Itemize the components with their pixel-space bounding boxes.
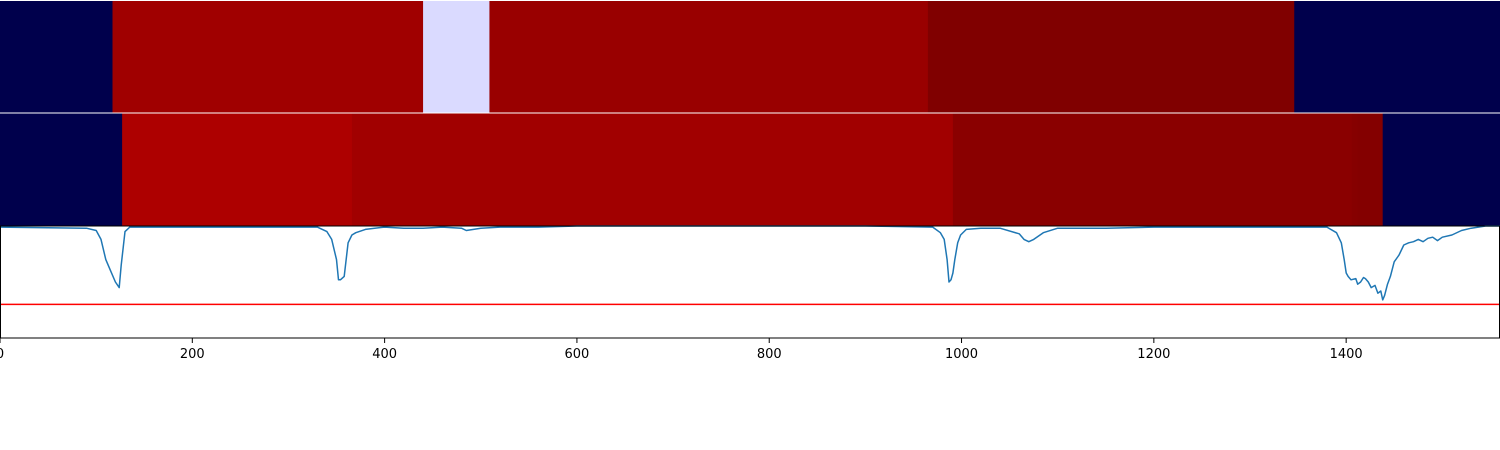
line-plot-panel [0,225,1500,339]
heatmap-2-segment-5 [1351,113,1359,226]
heatmap-2-segment-1 [0,113,123,226]
plot-background [0,226,1500,338]
series-line [0,225,1500,301]
heatmap-1-segment-6 [1294,1,1500,113]
heatmap-2-segment-3 [351,113,954,226]
heatmap-1-segment-4 [489,1,929,113]
x-tick-label-1000: 1000 [945,347,978,362]
heatmap-1-segment-5 [927,1,1295,113]
heatmap-2-segment-6 [1357,113,1384,226]
x-tick-label-1200: 1200 [1137,347,1170,362]
heatmap-1-segment-1 [0,1,113,113]
heatmap-2-segment-7 [1382,113,1500,226]
heatmap-1-segment-2 [112,1,424,113]
x-tick-label-200: 200 [180,347,205,362]
heatmap-1-segment-3 [423,1,490,113]
x-tick-label-400: 400 [372,347,397,362]
x-axis: 0 200 400 600 800 1000 1200 1400 [0,338,1363,362]
x-tick-label-1400: 1400 [1330,347,1363,362]
heatmap-row-1 [0,1,1500,113]
x-tick-label-800: 800 [757,347,782,362]
x-tick-label-600: 600 [565,347,590,362]
heatmap-2-segment-2 [122,113,353,226]
heatmap-2-segment-4 [952,113,1353,226]
heatmap-row-2 [0,113,1500,226]
x-tick-label-0: 0 [0,347,4,362]
